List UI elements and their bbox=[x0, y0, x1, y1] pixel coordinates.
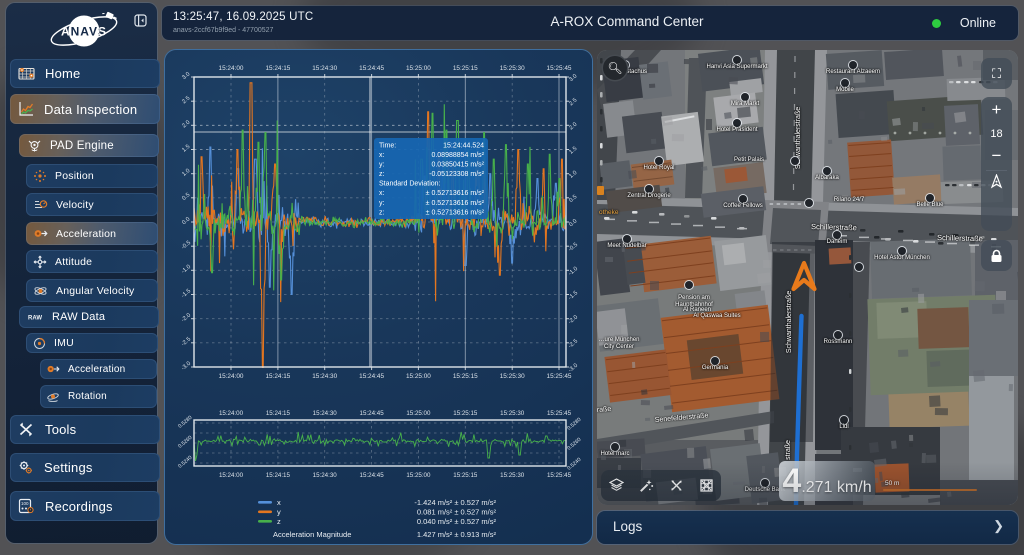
svg-text:0.5: 0.5 bbox=[181, 192, 191, 202]
svg-text:15:24:30: 15:24:30 bbox=[312, 373, 337, 380]
svg-text:15:25:15: 15:25:15 bbox=[453, 65, 478, 72]
svg-text:y:: y: bbox=[379, 162, 385, 169]
svg-text:± 0.52713616 m/s²: ± 0.52713616 m/s² bbox=[426, 190, 485, 197]
svg-text:0.5: 0.5 bbox=[568, 194, 578, 204]
svg-text:15:24:00: 15:24:00 bbox=[219, 410, 244, 417]
svg-text:15:25:30: 15:25:30 bbox=[500, 410, 525, 417]
svg-text:15:24:00: 15:24:00 bbox=[219, 472, 244, 479]
svg-text:x:: x: bbox=[379, 190, 385, 197]
svg-text:Schillerstraße: Schillerstraße bbox=[937, 233, 983, 243]
svg-text:0.040 m/s² ± 0.527 m/s²: 0.040 m/s² ± 0.527 m/s² bbox=[417, 517, 497, 526]
svg-text:15:24:30: 15:24:30 bbox=[313, 472, 338, 479]
svg-text:Schwanthalerstraße: Schwanthalerstraße bbox=[786, 291, 793, 353]
svg-text:-0.5: -0.5 bbox=[568, 242, 580, 253]
svg-text:straße: straße bbox=[785, 440, 792, 460]
svg-text:0.5240: 0.5240 bbox=[566, 457, 582, 472]
svg-text:-1.0: -1.0 bbox=[181, 264, 193, 275]
svg-text:15:24:00: 15:24:00 bbox=[219, 373, 244, 380]
svg-text:-2.5: -2.5 bbox=[568, 339, 580, 350]
svg-text:15:24:00: 15:24:00 bbox=[219, 65, 244, 72]
svg-text:z: z bbox=[277, 517, 281, 526]
svg-text:15:25:45: 15:25:45 bbox=[547, 373, 572, 380]
svg-text:-2.5: -2.5 bbox=[181, 337, 193, 348]
svg-text:15:24:44.524: 15:24:44.524 bbox=[443, 143, 484, 150]
svg-text:15:25:15: 15:25:15 bbox=[453, 472, 478, 479]
svg-text:RAW: RAW bbox=[28, 316, 42, 322]
svg-text:15:24:45: 15:24:45 bbox=[360, 472, 385, 479]
svg-text:15:25:45: 15:25:45 bbox=[547, 410, 572, 417]
svg-text:0.5280: 0.5280 bbox=[177, 415, 193, 430]
svg-text:15:24:15: 15:24:15 bbox=[266, 472, 291, 479]
svg-text:0.0: 0.0 bbox=[181, 216, 191, 226]
svg-text:15:24:15: 15:24:15 bbox=[266, 410, 291, 417]
svg-text:0.5280: 0.5280 bbox=[566, 417, 582, 432]
svg-text:-1.0: -1.0 bbox=[568, 266, 580, 277]
svg-text:15:25:45: 15:25:45 bbox=[547, 65, 572, 72]
svg-text:z:: z: bbox=[379, 171, 385, 178]
svg-text:-2.0: -2.0 bbox=[568, 314, 580, 325]
svg-text:-1.5: -1.5 bbox=[568, 290, 580, 301]
svg-text:15:24:30: 15:24:30 bbox=[312, 65, 337, 72]
svg-text:x: x bbox=[277, 498, 281, 507]
svg-text:15:24:30: 15:24:30 bbox=[313, 410, 338, 417]
svg-text:-2.0: -2.0 bbox=[181, 312, 193, 323]
svg-text:15:24:15: 15:24:15 bbox=[265, 65, 290, 72]
svg-text:Senefelderstraße: Senefelderstraße bbox=[655, 412, 709, 424]
svg-text:-3.0: -3.0 bbox=[568, 363, 580, 374]
svg-text:-3.0: -3.0 bbox=[181, 361, 193, 372]
svg-text:15:25:45: 15:25:45 bbox=[547, 472, 572, 479]
svg-text:3.0: 3.0 bbox=[568, 73, 578, 83]
svg-text:-0.05123308 m/s²: -0.05123308 m/s² bbox=[429, 171, 485, 178]
svg-text:± 0.52713616 m/s²: ± 0.52713616 m/s² bbox=[426, 209, 485, 216]
svg-text:15:25:30: 15:25:30 bbox=[500, 472, 525, 479]
svg-text:z:: z: bbox=[379, 209, 385, 216]
svg-text:Standard Deviation:: Standard Deviation: bbox=[379, 181, 441, 188]
svg-text:-1.5: -1.5 bbox=[181, 288, 193, 299]
svg-text:Acceleration Magnitude: Acceleration Magnitude bbox=[273, 530, 351, 539]
svg-text:15:25:30: 15:25:30 bbox=[500, 65, 525, 72]
svg-text:ANAVS: ANAVS bbox=[61, 25, 107, 39]
svg-text:15:25:15: 15:25:15 bbox=[453, 373, 478, 380]
svg-text:15:24:45: 15:24:45 bbox=[360, 410, 385, 417]
svg-text:1.5: 1.5 bbox=[568, 146, 578, 156]
svg-text:0.5240: 0.5240 bbox=[177, 455, 193, 470]
svg-text:15:24:45: 15:24:45 bbox=[359, 373, 384, 380]
svg-text:0.081 m/s² ± 0.527 m/s²: 0.081 m/s² ± 0.527 m/s² bbox=[417, 508, 497, 517]
svg-text:y: y bbox=[277, 508, 281, 517]
svg-text:15:25:30: 15:25:30 bbox=[500, 373, 525, 380]
svg-text:Schillerstraße: Schillerstraße bbox=[811, 222, 857, 232]
svg-text:100: 100 bbox=[21, 501, 29, 506]
svg-text:1.5: 1.5 bbox=[181, 144, 191, 154]
svg-text:15:24:45: 15:24:45 bbox=[359, 65, 384, 72]
svg-text:ANAVS: ANAVS bbox=[61, 25, 107, 39]
svg-text:1.427 m/s² ± 0.913 m/s²: 1.427 m/s² ± 0.913 m/s² bbox=[417, 530, 497, 539]
svg-text:± 0.52713616 m/s²: ± 0.52713616 m/s² bbox=[426, 200, 485, 207]
svg-text:3.0: 3.0 bbox=[181, 71, 191, 81]
svg-text:15:24:15: 15:24:15 bbox=[265, 373, 290, 380]
svg-text:0.08988854 m/s²: 0.08988854 m/s² bbox=[431, 152, 484, 159]
svg-text:-1.424 m/s² ± 0.527 m/s²: -1.424 m/s² ± 0.527 m/s² bbox=[414, 498, 496, 507]
svg-text:2.5: 2.5 bbox=[181, 96, 191, 106]
svg-text:-0.5: -0.5 bbox=[181, 240, 193, 251]
svg-text:1.0: 1.0 bbox=[568, 170, 578, 180]
svg-text:15:25:00: 15:25:00 bbox=[406, 472, 431, 479]
svg-text:15:25:00: 15:25:00 bbox=[406, 373, 431, 380]
svg-text:2.0: 2.0 bbox=[568, 122, 578, 132]
svg-text:Time:: Time: bbox=[379, 143, 396, 150]
svg-text:2.5: 2.5 bbox=[568, 98, 578, 108]
svg-text:raße: raße bbox=[597, 406, 612, 414]
svg-text:Schwanthalerstraße: Schwanthalerstraße bbox=[795, 107, 802, 169]
svg-text:0.5260: 0.5260 bbox=[177, 435, 193, 450]
svg-text:1.0: 1.0 bbox=[181, 168, 191, 178]
svg-text:0.03850415 m/s²: 0.03850415 m/s² bbox=[431, 162, 484, 169]
svg-text:0.5260: 0.5260 bbox=[566, 437, 582, 452]
svg-text:otheke: otheke bbox=[599, 209, 619, 216]
svg-text:15:25:00: 15:25:00 bbox=[406, 410, 431, 417]
svg-text:15:25:15: 15:25:15 bbox=[453, 410, 478, 417]
svg-text:15:25:00: 15:25:00 bbox=[406, 65, 431, 72]
svg-text:x:: x: bbox=[379, 152, 385, 159]
svg-text:2.0: 2.0 bbox=[181, 120, 191, 130]
svg-text:0.0: 0.0 bbox=[568, 218, 578, 228]
svg-text:y:: y: bbox=[379, 200, 385, 207]
